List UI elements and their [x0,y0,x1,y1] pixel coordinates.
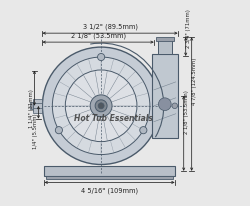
Text: 2 1/8" (53.5mm): 2 1/8" (53.5mm) [184,90,189,134]
Bar [30,103,34,110]
Text: 4 7/8" (124.5mm): 4 7/8" (124.5mm) [192,57,197,105]
Bar [34,109,42,113]
Circle shape [95,100,107,112]
Text: Hot Tub Essentials: Hot Tub Essentials [74,114,152,123]
Bar [44,166,175,177]
Circle shape [52,58,150,155]
Circle shape [140,127,147,134]
Circle shape [172,103,178,109]
Text: 4 5/16" (109mm): 4 5/16" (109mm) [81,187,138,193]
Circle shape [55,127,62,134]
Circle shape [98,54,105,61]
Circle shape [65,71,137,142]
Bar [46,176,173,179]
Circle shape [90,95,112,117]
Text: 1 1/4" (31mm): 1 1/4" (31mm) [29,89,34,128]
Bar [34,101,42,112]
Text: 2 1/8" (53.5mm): 2 1/8" (53.5mm) [70,32,126,39]
Text: 3 1/2" (89.5mm): 3 1/2" (89.5mm) [82,23,138,30]
Text: 2 3/4" (71mm): 2 3/4" (71mm) [186,9,191,47]
Bar [34,99,42,104]
Circle shape [158,98,171,111]
Bar [152,55,178,138]
Circle shape [98,103,104,109]
Circle shape [42,48,160,165]
Bar [158,40,172,55]
Bar [156,38,174,42]
Text: 1/4" (5.5mm): 1/4" (5.5mm) [33,113,38,148]
